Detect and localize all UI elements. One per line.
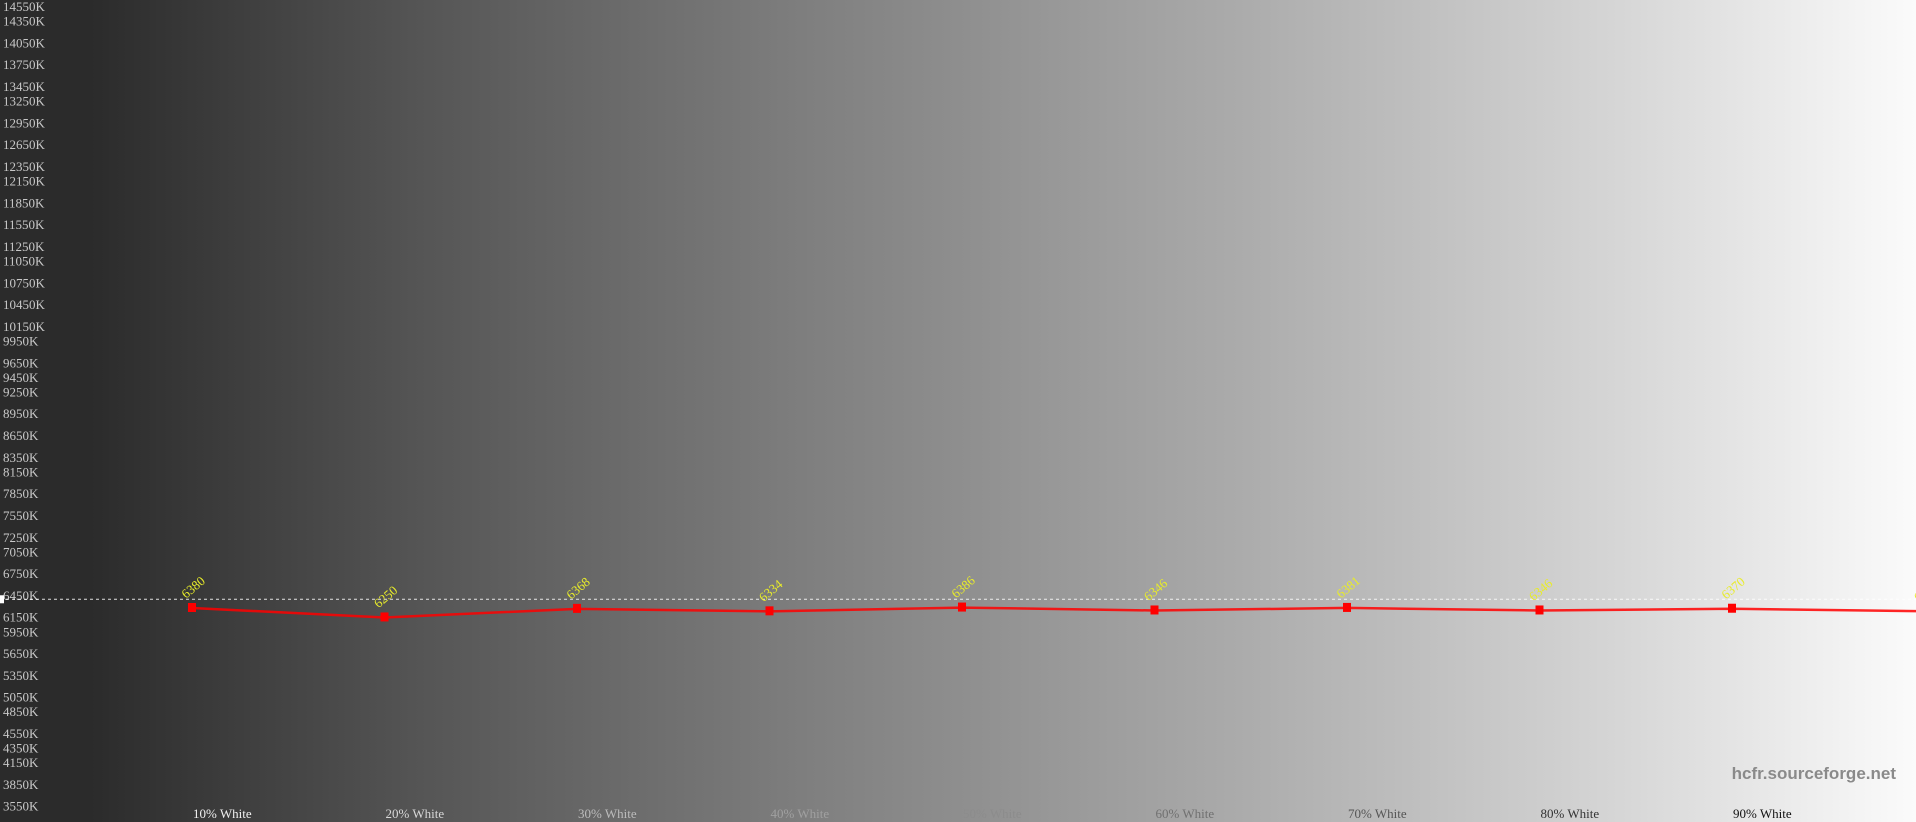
y-tick-label: 11250K xyxy=(3,239,45,254)
y-tick-label: 12650K xyxy=(3,137,46,152)
data-points xyxy=(188,602,1736,622)
y-tick-label: 9650K xyxy=(3,355,39,370)
y-tick-label: 6150K xyxy=(3,610,39,625)
y-tick-label: 11850K xyxy=(3,195,45,210)
x-tick-label: 80% White xyxy=(1541,806,1600,821)
y-tick-label: 7050K xyxy=(3,544,39,559)
data-labels: 6380 6250 6368 6334 6386 6346 6381 6346 6370 6335 xyxy=(178,572,1916,610)
data-point xyxy=(958,602,966,612)
y-tick-label: 3850K xyxy=(3,777,39,792)
data-point xyxy=(1728,603,1736,613)
y-tick-label: 4150K xyxy=(3,755,39,770)
x-tick-label: 70% White xyxy=(1348,806,1407,821)
series-line-path xyxy=(191,606,1916,619)
reference-line xyxy=(0,595,1916,604)
x-tick-label: 60% White xyxy=(1156,806,1215,821)
y-tick-label: 12150K xyxy=(3,174,46,189)
x-axis: 10% White 20% White 30% White 40% White 50% … xyxy=(193,806,1792,821)
data-point xyxy=(188,603,196,612)
y-tick-label: 4350K xyxy=(3,741,39,756)
data-point xyxy=(1343,602,1351,612)
y-tick-label: 14050K xyxy=(3,35,46,50)
y-tick-label: 13750K xyxy=(3,57,46,72)
y-tick-label: 10150K xyxy=(3,319,46,334)
x-tick-label: 10% White xyxy=(193,806,252,821)
data-point xyxy=(573,603,581,613)
x-tick-label: 20% White xyxy=(386,806,445,821)
data-point xyxy=(1535,605,1544,615)
data-label: 6335 xyxy=(1911,576,1916,604)
y-tick-label: 3550K xyxy=(3,799,39,814)
x-tick-label: 30% White xyxy=(578,806,637,821)
y-tick-label: 10450K xyxy=(3,297,46,312)
series-line xyxy=(191,606,1916,619)
y-tick-label: 5350K xyxy=(3,668,39,683)
data-label: 6370 xyxy=(1718,574,1748,602)
y-tick-label: 11050K xyxy=(3,253,45,268)
y-tick-label: 8350K xyxy=(3,450,39,465)
y-tick-label: 4850K xyxy=(3,704,39,719)
y-tick-label: 6750K xyxy=(3,566,39,581)
y-tick-label: 13250K xyxy=(3,94,46,109)
y-tick-label: 5650K xyxy=(3,646,39,661)
data-label: 6380 xyxy=(178,573,208,601)
data-label: 6368 xyxy=(563,574,593,602)
y-tick-label: 14350K xyxy=(3,14,46,29)
data-label: 6386 xyxy=(948,572,978,601)
data-label: 6334 xyxy=(756,576,786,605)
y-tick-label: 13450K xyxy=(3,79,46,94)
x-tick-label: 50% White xyxy=(963,806,1022,821)
y-tick-label: 9450K xyxy=(3,370,39,385)
y-tick-label: 14550K xyxy=(3,0,46,14)
y-tick-label: 12950K xyxy=(3,115,46,130)
y-tick-label: 7850K xyxy=(3,486,39,501)
y-tick-label: 9250K xyxy=(3,384,39,399)
data-label: 6381 xyxy=(1333,573,1363,601)
y-tick-label: 5050K xyxy=(3,690,39,705)
y-tick-label: 7550K xyxy=(3,508,39,523)
y-tick-label: 4550K xyxy=(3,726,39,741)
y-tick-label: 8150K xyxy=(3,464,39,479)
y-tick-label: 11550K xyxy=(3,217,45,232)
x-tick-label: 90% White xyxy=(1733,806,1792,821)
data-point xyxy=(380,612,389,622)
y-tick-label: 9950K xyxy=(3,333,39,348)
data-point xyxy=(1150,605,1159,615)
reference-marker xyxy=(0,595,4,604)
watermark: hcfr.sourceforge.net xyxy=(1731,764,1896,783)
data-label: 6250 xyxy=(371,583,401,611)
y-tick-label: 5950K xyxy=(3,624,39,639)
y-tick-label: 12350K xyxy=(3,159,46,174)
data-point xyxy=(765,606,774,616)
y-tick-label: 8650K xyxy=(3,428,39,443)
y-tick-label: 6450K xyxy=(3,588,39,603)
y-tick-label: 8950K xyxy=(3,406,39,421)
y-tick-label: 7250K xyxy=(3,530,39,545)
y-tick-label: 10750K xyxy=(3,275,46,290)
x-tick-label: 40% White xyxy=(771,806,830,821)
